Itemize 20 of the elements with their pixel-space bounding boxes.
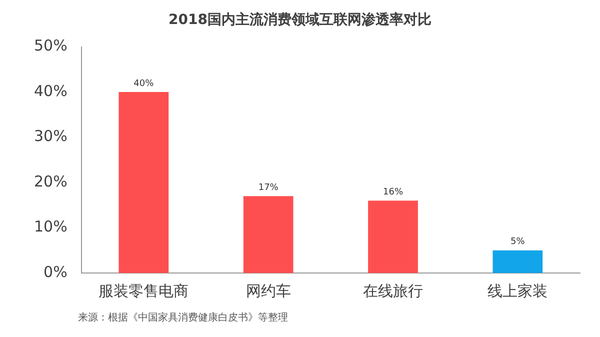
y-tick-label: 0%: [44, 262, 68, 281]
y-tick-label: 10%: [34, 218, 68, 236]
y-tick-label: 50%: [34, 36, 68, 55]
data-label: 40%: [134, 78, 154, 89]
data-label: 16%: [382, 187, 404, 198]
x-tick-label: 线上家装: [488, 282, 548, 300]
y-tick-label: 20%: [34, 172, 68, 190]
data-label: 5%: [510, 237, 526, 248]
y-tick-label: 30%: [34, 127, 68, 146]
bar: [368, 200, 418, 273]
bar: [118, 92, 169, 273]
x-tick-label: 网约车: [246, 282, 291, 300]
chart-title: 2018国内主流消费领域互联网渗透率对比: [168, 11, 432, 28]
y-tick-label: 40%: [34, 82, 68, 100]
x-tick-label: 在线旅行: [363, 282, 423, 300]
data-label: 17%: [258, 182, 279, 193]
bar: [243, 196, 294, 273]
source-note: 来源：根据《中国家具消费健康白皮书》等整理: [78, 312, 288, 324]
x-tick-label: 服装零售电商: [98, 282, 189, 300]
bar: [492, 250, 543, 273]
